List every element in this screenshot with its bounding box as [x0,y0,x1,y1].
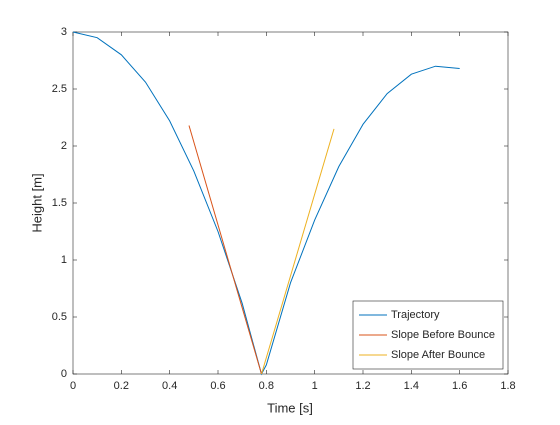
x-axis-label: Time [s] [267,400,313,415]
x-tick-label: 0.2 [114,380,129,392]
y-tick-label: 2.5 [52,83,67,95]
x-tick-label: 1.8 [500,380,515,392]
legend-label: Slope Before Bounce [391,329,495,341]
y-tick-label: 1.5 [52,197,67,209]
y-tick-label: 2 [61,140,67,152]
series-line [188,125,262,375]
y-tick-label: 0 [61,368,67,380]
x-tick-label: 0 [70,380,76,392]
y-axis-label: Height [m] [29,173,44,232]
x-tick-label: 1.4 [404,380,419,392]
x-tick-label: 1 [312,380,318,392]
y-tick-label: 0.5 [52,311,67,323]
x-tick-label: 0.8 [259,380,274,392]
series-line [72,31,460,376]
legend-label: Slope After Bounce [391,349,485,361]
legend-label: Trajectory [391,309,440,321]
x-tick-label: 0.4 [162,380,177,392]
series-line [261,128,335,375]
y-tick-label: 3 [61,26,67,38]
x-tick-label: 1.2 [355,380,370,392]
x-tick-label: 1.6 [452,380,467,392]
x-tick-label: 0.6 [210,380,225,392]
y-tick-label: 1 [61,254,67,266]
